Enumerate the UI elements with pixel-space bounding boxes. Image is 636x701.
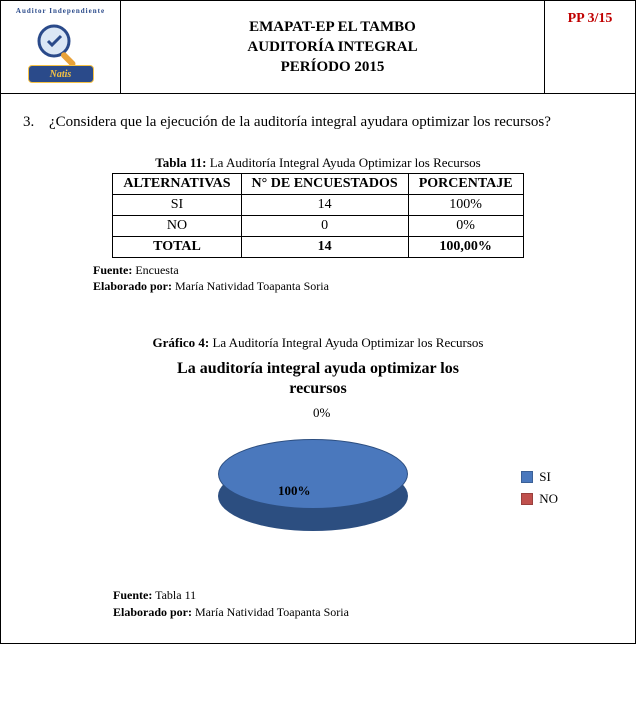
content: 3. ¿Considera que la ejecución de la aud… bbox=[1, 94, 635, 643]
header-title-line3: PERÍODO 2015 bbox=[281, 57, 385, 77]
legend-item: SI bbox=[521, 469, 558, 485]
pie-top bbox=[218, 439, 408, 509]
table-caption-rest: La Auditoría Integral Ayuda Optimizar lo… bbox=[206, 155, 480, 170]
table-cell: 0 bbox=[241, 215, 408, 236]
header-title-line1: EMAPAT-EP EL TAMBO bbox=[249, 17, 416, 37]
logo-banner: Natis bbox=[28, 65, 94, 83]
table-col-2: PORCENTAJE bbox=[408, 173, 523, 194]
legend-label-no: NO bbox=[539, 491, 558, 507]
table-cell: 100% bbox=[408, 194, 523, 215]
chart-source: Fuente: Tabla 11 Elaborado por: María Na… bbox=[113, 587, 613, 621]
page-frame: Auditor Independiente Natis EMAPAT-EP EL… bbox=[0, 0, 636, 644]
legend: SI NO bbox=[521, 469, 558, 513]
chart-source-label: Fuente: bbox=[113, 588, 152, 602]
chart-caption-rest: La Auditoría Integral Ayuda Optimizar lo… bbox=[209, 335, 483, 350]
table-row: NO 0 0% bbox=[113, 215, 523, 236]
data-table: ALTERNATIVAS N° DE ENCUESTADOS PORCENTAJ… bbox=[112, 173, 523, 258]
legend-item: NO bbox=[521, 491, 558, 507]
legend-swatch-si bbox=[521, 471, 533, 483]
question: 3. ¿Considera que la ejecución de la aud… bbox=[23, 108, 613, 137]
header-row: Auditor Independiente Natis EMAPAT-EP EL… bbox=[1, 1, 635, 94]
question-text: ¿Considera que la ejecución de la audito… bbox=[49, 108, 613, 137]
chart-title: La auditoría integral ayuda optimizar lo… bbox=[23, 359, 613, 399]
table-source-value: Encuesta bbox=[132, 263, 178, 277]
chart-title-line1: La auditoría integral ayuda optimizar lo… bbox=[23, 359, 613, 379]
table-cell: SI bbox=[113, 194, 241, 215]
header-code: PP 3/15 bbox=[568, 11, 613, 27]
chart-title-line2: recursos bbox=[23, 379, 613, 399]
table-author-value: María Natividad Toapanta Soria bbox=[172, 279, 329, 293]
pie-zero-label: 0% bbox=[313, 405, 330, 421]
table-source-label: Fuente: bbox=[93, 263, 132, 277]
table-author-label: Elaborado por: bbox=[93, 279, 172, 293]
header-title-cell: EMAPAT-EP EL TAMBO AUDITORÍA INTEGRAL PE… bbox=[121, 1, 545, 93]
legend-swatch-no bbox=[521, 493, 533, 505]
table-total-cell: 100,00% bbox=[408, 236, 523, 257]
table-caption: Tabla 11: La Auditoría Integral Ayuda Op… bbox=[23, 155, 613, 171]
chart-author-label: Elaborado por: bbox=[113, 605, 192, 619]
chart-source-value: Tabla 11 bbox=[152, 588, 196, 602]
table-cell: NO bbox=[113, 215, 241, 236]
header-code-cell: PP 3/15 bbox=[545, 1, 635, 93]
table-total-row: TOTAL 14 100,00% bbox=[113, 236, 523, 257]
pie-chart: 0% 100% SI NO bbox=[108, 399, 528, 569]
header-logo-cell: Auditor Independiente Natis bbox=[1, 1, 121, 93]
table-source: Fuente: Encuesta Elaborado por: María Na… bbox=[93, 262, 613, 296]
logo: Auditor Independiente Natis bbox=[16, 7, 106, 87]
legend-label-si: SI bbox=[539, 469, 551, 485]
pie-3d bbox=[218, 439, 408, 534]
magnifier-icon bbox=[34, 21, 84, 71]
header-title-line2: AUDITORÍA INTEGRAL bbox=[247, 37, 417, 57]
table-total-cell: 14 bbox=[241, 236, 408, 257]
chart-caption: Gráfico 4: La Auditoría Integral Ayuda O… bbox=[23, 335, 613, 351]
pie-main-label: 100% bbox=[278, 483, 311, 499]
table-header-row: ALTERNATIVAS N° DE ENCUESTADOS PORCENTAJ… bbox=[113, 173, 523, 194]
chart-caption-bold: Gráfico 4: bbox=[153, 335, 210, 350]
question-number: 3. bbox=[23, 108, 49, 137]
table-cell: 0% bbox=[408, 215, 523, 236]
table-row: SI 14 100% bbox=[113, 194, 523, 215]
table-col-1: N° DE ENCUESTADOS bbox=[241, 173, 408, 194]
table-col-0: ALTERNATIVAS bbox=[113, 173, 241, 194]
table-total-cell: TOTAL bbox=[113, 236, 241, 257]
chart-author-value: María Natividad Toapanta Soria bbox=[192, 605, 349, 619]
table-cell: 14 bbox=[241, 194, 408, 215]
table-caption-bold: Tabla 11: bbox=[155, 155, 206, 170]
